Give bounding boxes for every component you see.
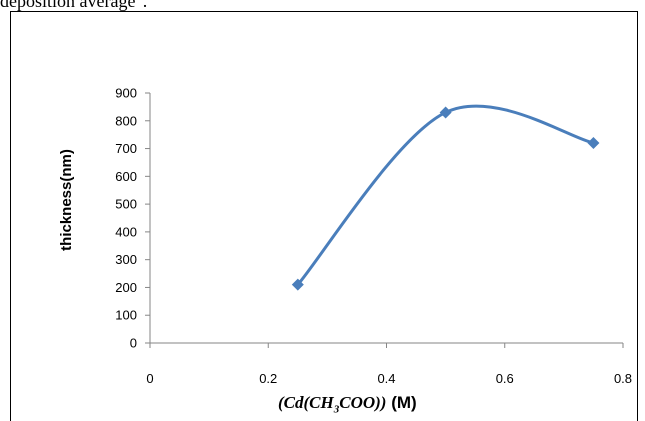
x-tick-label: 0.6 — [496, 371, 514, 386]
data-point-marker — [439, 106, 452, 119]
y-axis-label: thickness(nm) — [58, 149, 75, 251]
x-axis-label-compound-end: COO)) — [339, 393, 387, 412]
y-tick-label: 300 — [115, 252, 137, 267]
figure-frame-left — [10, 11, 11, 421]
x-tick-label: 0 — [146, 371, 153, 386]
figure-frame-right — [637, 11, 638, 421]
caption-fragment: deposition average". — [0, 0, 148, 11]
data-point-marker — [587, 137, 600, 149]
x-tick-label: 0.8 — [614, 371, 632, 386]
x-axis-label: (Cd(CH3COO)) (M) — [278, 393, 417, 415]
x-tick-labels: 0 0.2 0.4 0.6 0.8 — [146, 371, 632, 386]
y-tick-label: 400 — [115, 224, 137, 239]
x-tick-label: 0.2 — [259, 371, 277, 386]
chart-axes — [145, 92, 624, 348]
x-tick-label: 0.4 — [377, 371, 395, 386]
y-tick-label: 500 — [115, 197, 137, 212]
y-tick-label: 800 — [115, 113, 137, 128]
figure-frame-top — [10, 11, 638, 12]
y-tick-label: 600 — [115, 169, 137, 184]
y-tick-label: 100 — [115, 308, 137, 323]
chart-series — [291, 104, 600, 291]
series-line — [296, 104, 595, 287]
x-axis-label-compound: (Cd(CH — [278, 393, 334, 412]
y-tick-label: 0 — [130, 336, 137, 351]
x-axis-label-row: (Cd(CH3COO)) (M) — [0, 393, 645, 417]
data-point-marker — [291, 278, 304, 291]
x-axis-label-unit: (M) — [391, 393, 417, 412]
y-tick-label: 700 — [115, 141, 137, 156]
y-tick-label: 900 — [115, 86, 137, 101]
y-tick-labels: 0 100 200 300 400 500 600 700 800 900 — [115, 86, 137, 351]
x-axis-label-subscript: 3 — [333, 403, 340, 416]
y-tick-label: 200 — [115, 280, 137, 295]
